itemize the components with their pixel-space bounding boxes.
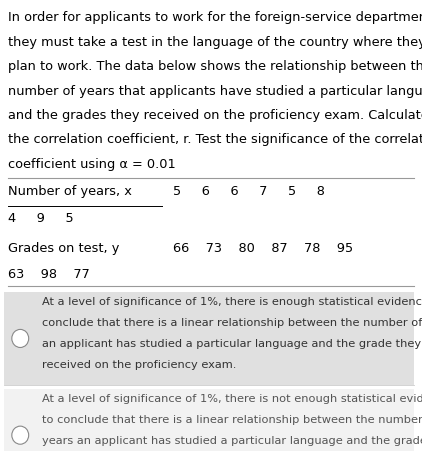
Text: 4     9     5: 4 9 5 bbox=[8, 211, 74, 224]
Text: At a level of significance of 1%, there is not enough statistical evidence: At a level of significance of 1%, there … bbox=[42, 393, 422, 403]
Text: coefficient using α = 0.01: coefficient using α = 0.01 bbox=[8, 157, 176, 170]
Text: years an applicant has studied a particular language and the grade they: years an applicant has studied a particu… bbox=[42, 435, 422, 445]
Text: At a level of significance of 1%, there is enough statistical evidence to: At a level of significance of 1%, there … bbox=[42, 297, 422, 307]
Text: they must take a test in the language of the country where they: they must take a test in the language of… bbox=[8, 36, 422, 49]
Text: Grades on test, y: Grades on test, y bbox=[8, 242, 120, 255]
Text: 63    98    77: 63 98 77 bbox=[8, 268, 90, 281]
Text: and the grades they received on the proficiency exam. Calculate: and the grades they received on the prof… bbox=[8, 109, 422, 122]
Text: In order for applicants to work for the foreign-service department,: In order for applicants to work for the … bbox=[8, 11, 422, 24]
Text: 66    73    80    87    78    95: 66 73 80 87 78 95 bbox=[173, 242, 353, 255]
Circle shape bbox=[12, 330, 29, 348]
Text: received on the proficiency exam.: received on the proficiency exam. bbox=[42, 359, 237, 369]
Text: an applicant has studied a particular language and the grade they: an applicant has studied a particular la… bbox=[42, 338, 421, 348]
Text: 5     6     6     7     5     8: 5 6 6 7 5 8 bbox=[173, 185, 325, 198]
Bar bbox=[4, 389, 414, 451]
Text: the correlation coefficient, r. Test the significance of the correlation: the correlation coefficient, r. Test the… bbox=[8, 133, 422, 146]
Bar bbox=[4, 292, 414, 385]
Circle shape bbox=[12, 426, 29, 444]
Text: conclude that there is a linear relationship between the number of years: conclude that there is a linear relation… bbox=[42, 318, 422, 327]
Text: Number of years, x: Number of years, x bbox=[8, 185, 133, 198]
Text: to conclude that there is a linear relationship between the number of: to conclude that there is a linear relat… bbox=[42, 414, 422, 424]
Text: number of years that applicants have studied a particular language: number of years that applicants have stu… bbox=[8, 84, 422, 97]
Text: plan to work. The data below shows the relationship between the: plan to work. The data below shows the r… bbox=[8, 60, 422, 73]
